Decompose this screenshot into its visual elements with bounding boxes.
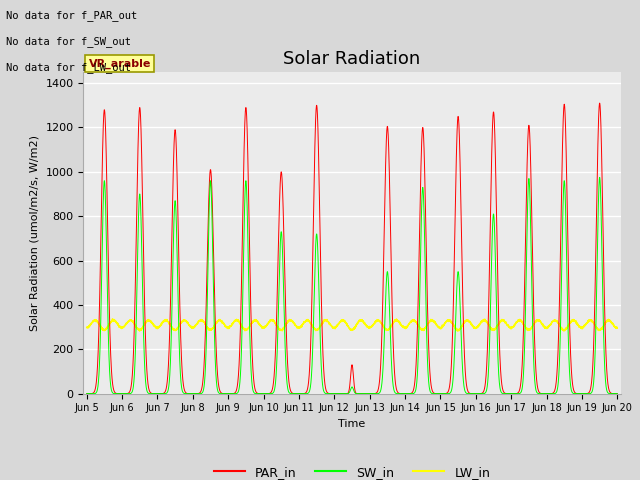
Title: Solar Radiation: Solar Radiation <box>284 49 420 68</box>
LW_in <box>471 325 479 331</box>
Text: No data for f_SW_out: No data for f_SW_out <box>6 36 131 47</box>
LW_in <box>332 324 340 329</box>
Text: VR_arable: VR_arable <box>88 59 151 69</box>
PAR_in <box>613 391 621 396</box>
LW_in <box>501 320 509 326</box>
PAR_in <box>596 100 604 106</box>
LW_in <box>454 328 461 334</box>
SW_in <box>596 175 604 180</box>
SW_in <box>442 391 449 396</box>
PAR_in <box>501 390 509 396</box>
SW_in <box>613 391 621 396</box>
SW_in <box>471 391 479 396</box>
SW_in <box>83 391 91 396</box>
PAR_in <box>471 391 479 396</box>
Line: PAR_in: PAR_in <box>87 103 617 394</box>
SW_in <box>613 391 621 396</box>
Line: SW_in: SW_in <box>87 178 617 394</box>
PAR_in <box>332 391 340 396</box>
LW_in <box>179 319 186 324</box>
SW_in <box>178 387 186 393</box>
SW_in <box>332 391 340 396</box>
LW_in <box>83 324 91 330</box>
PAR_in <box>613 391 621 396</box>
Line: LW_in: LW_in <box>87 319 617 331</box>
PAR_in <box>442 391 449 396</box>
LW_in <box>442 320 449 326</box>
X-axis label: Time: Time <box>339 419 365 429</box>
Legend: PAR_in, SW_in, LW_in: PAR_in, SW_in, LW_in <box>209 461 495 480</box>
SW_in <box>501 391 509 396</box>
Text: No data for f_LW_out: No data for f_LW_out <box>6 62 131 73</box>
LW_in <box>109 316 116 322</box>
Text: No data for f_PAR_out: No data for f_PAR_out <box>6 10 138 21</box>
LW_in <box>613 324 621 330</box>
LW_in <box>613 325 621 331</box>
Y-axis label: Solar Radiation (umol/m2/s, W/m2): Solar Radiation (umol/m2/s, W/m2) <box>30 135 40 331</box>
PAR_in <box>83 391 91 396</box>
PAR_in <box>178 367 186 372</box>
